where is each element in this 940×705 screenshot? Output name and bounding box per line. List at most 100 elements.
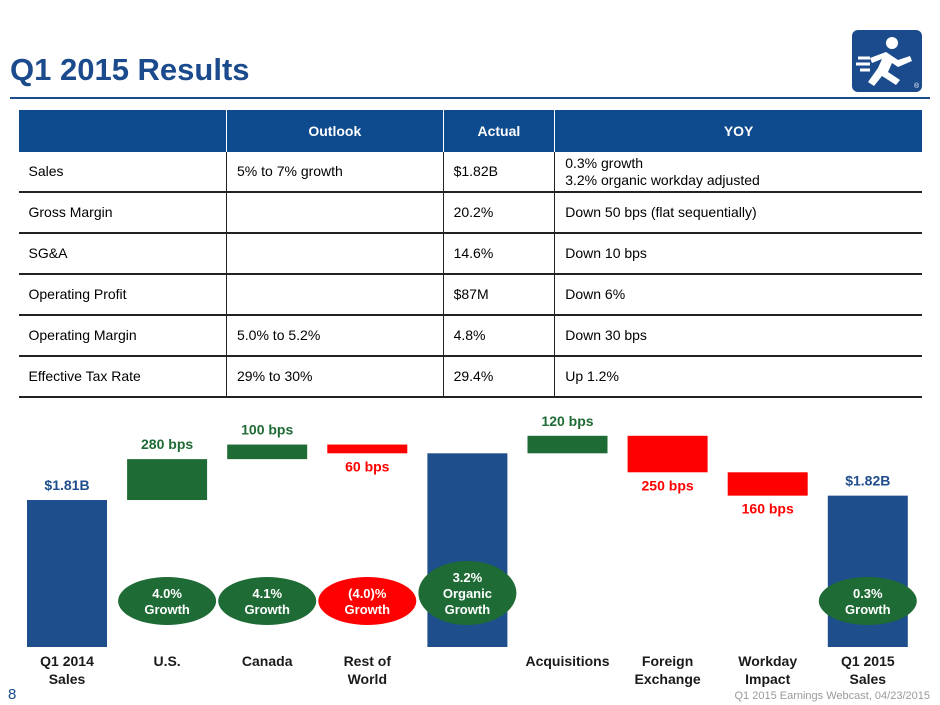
step-bar — [727, 472, 808, 496]
growth-bubble — [818, 577, 917, 625]
growth-bubble — [418, 561, 517, 625]
growth-label: 3.2% Organic Growth — [443, 570, 492, 617]
table-cell: Operating Profit — [18, 274, 227, 316]
column-header: YOY — [554, 110, 922, 152]
growth-label: (4.0)% Growth — [345, 586, 391, 617]
table-cell: Sales — [18, 152, 227, 193]
growth-label: 0.3% Growth — [845, 586, 891, 617]
text-line: Foreign — [642, 653, 693, 669]
text-line: Sales — [49, 671, 86, 687]
text-line: Growth — [445, 602, 491, 617]
table-cell: $1.82B — [442, 152, 555, 193]
step-bar — [227, 444, 308, 460]
table-cell: Down 30 bps — [554, 315, 922, 357]
value-label: 250 bps — [642, 477, 694, 493]
text-line: Q1 2014 — [40, 653, 94, 669]
value-label: $1.81B — [44, 477, 89, 493]
table-cell — [226, 274, 444, 316]
text-line: (4.0)% — [348, 586, 387, 601]
value-label: 120 bps — [541, 413, 593, 429]
table-cell: Down 10 bps — [554, 233, 922, 275]
table-row: Operating Margin 5.0% to 5.2% 4.8% Down 30 … — [18, 315, 922, 357]
page-number: 8 — [8, 686, 17, 703]
table-cell: Down 50 bps (flat sequentially) — [554, 192, 922, 234]
table-cell: 29.4% — [442, 356, 555, 398]
growth-bubble — [118, 577, 217, 625]
category-label: Rest of World — [344, 653, 392, 687]
growth-label: 4.1% Growth — [244, 586, 290, 617]
growth-bubble — [218, 577, 317, 625]
text-line: Organic — [443, 586, 492, 601]
table-cell — [226, 233, 444, 275]
text-line: Growth — [845, 602, 891, 617]
footer-note: Q1 2015 Earnings Webcast, 04/23/2015 — [734, 690, 931, 702]
category-label: Q1 2015 Sales — [841, 653, 895, 687]
table-cell: Effective Tax Rate — [18, 356, 227, 398]
logo: ® — [852, 30, 922, 92]
slide-title: Q1 2015 Results — [10, 52, 250, 87]
text-line: Q1 2015 — [841, 653, 895, 669]
table-cell: Up 1.2% — [554, 356, 922, 398]
text-line: 4.1% — [252, 586, 282, 601]
growth-label: 4.0% Growth — [144, 586, 190, 617]
text-line: Canada — [242, 653, 293, 669]
growth-bubble — [318, 577, 417, 625]
value-label: $1.82B — [845, 473, 890, 489]
table-row: Operating Profit $87M Down 6% — [18, 274, 922, 316]
text-line: World — [348, 671, 387, 687]
table-cell: Down 6% — [554, 274, 922, 316]
step-bar — [627, 435, 708, 473]
column-header: Actual — [442, 110, 555, 152]
table-cell: 29% to 30% — [226, 356, 444, 398]
category-label: Acquisitions — [525, 653, 609, 669]
table-cell: 14.6% — [442, 233, 555, 275]
text-line: Exchange — [635, 671, 701, 687]
text-line: 0.3% — [853, 586, 883, 601]
table-cell: $87M — [442, 274, 555, 316]
table-row: Sales 5% to 7% growth $1.82B 0.3% growth 3.… — [18, 152, 922, 193]
value-label: 280 bps — [141, 436, 193, 452]
total-bar — [27, 500, 107, 647]
text-line: Growth — [244, 602, 290, 617]
table-cell: 0.3% growth 3.2% organic workday adjuste… — [554, 152, 922, 193]
category-label: U.S. — [153, 653, 180, 669]
table-cell: SG&A — [18, 233, 227, 275]
text-line: 4.0% — [152, 586, 182, 601]
text-line: Impact — [745, 671, 790, 687]
table-cell: 5.0% to 5.2% — [226, 315, 444, 357]
category-label: Q1 2014 Sales — [40, 653, 94, 687]
table-row: Gross Margin 20.2% Down 50 bps (flat seque… — [18, 192, 922, 234]
results-table: Outlook Actual YOY Sales 5% to 7% growth $1.… — [18, 110, 922, 398]
text-line: Sales — [850, 671, 887, 687]
table-cell: 5% to 7% growth — [226, 152, 444, 193]
category-label: Canada — [242, 653, 293, 669]
value-label: 60 bps — [345, 458, 390, 474]
text-line: Rest of — [344, 653, 392, 669]
category-label: Foreign Exchange — [635, 653, 701, 687]
text-line: Acquisitions — [525, 653, 609, 669]
value-label: 160 bps — [742, 501, 794, 517]
table-cell — [226, 192, 444, 234]
table-row: Effective Tax Rate 29% to 30% 29.4% Up 1.2% — [18, 356, 922, 398]
table-cell: Gross Margin — [18, 192, 227, 234]
text-line: Workday — [738, 653, 797, 669]
table-cell: Operating Margin — [18, 315, 227, 357]
value-label: 100 bps — [241, 422, 293, 438]
table-cell: 20.2% — [442, 192, 555, 234]
step-bar — [127, 459, 208, 501]
text-line: U.S. — [153, 653, 180, 669]
svg-text:®: ® — [914, 82, 920, 90]
corner-cell — [18, 110, 227, 152]
table-row: SG&A 14.6% Down 10 bps — [18, 233, 922, 275]
text-line: Growth — [345, 602, 391, 617]
step-bar — [327, 444, 408, 454]
table-cell: 4.8% — [442, 315, 555, 357]
title-rule — [10, 97, 930, 99]
step-bar — [527, 435, 608, 454]
text-line: 3.2% — [453, 570, 483, 585]
column-header: Outlook — [226, 110, 444, 152]
text-line: Growth — [144, 602, 190, 617]
category-label: Workday Impact — [738, 653, 797, 687]
